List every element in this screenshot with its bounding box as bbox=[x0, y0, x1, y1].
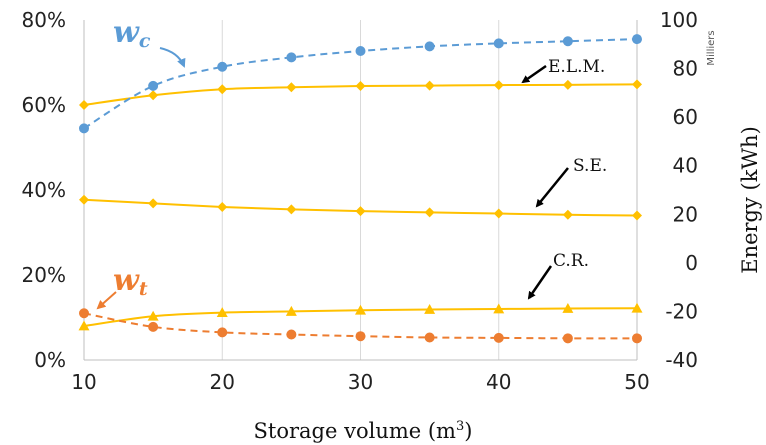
data-point bbox=[148, 321, 159, 332]
data-point bbox=[493, 208, 504, 219]
right-axis-unit-note: Milliers bbox=[706, 30, 717, 65]
x-tick-label: 20 bbox=[210, 370, 235, 394]
right-y-tick-label: -40 bbox=[665, 348, 698, 372]
data-point bbox=[562, 303, 574, 313]
data-point bbox=[286, 82, 297, 93]
data-point bbox=[286, 329, 297, 340]
data-point bbox=[148, 198, 159, 209]
left-y-tick-label: 60% bbox=[22, 93, 66, 117]
wt-arrow bbox=[96, 291, 117, 310]
se-annotation: S.E. bbox=[573, 156, 607, 176]
x-axis-title: Storage volume (m3) bbox=[254, 419, 473, 443]
data-point bbox=[493, 80, 504, 91]
data-point bbox=[424, 207, 435, 218]
data-point bbox=[355, 331, 366, 342]
x-tick-label: 30 bbox=[348, 370, 373, 394]
data-point bbox=[493, 38, 504, 49]
svg-text:wt: wt bbox=[113, 263, 148, 300]
data-point bbox=[216, 307, 228, 318]
data-point bbox=[424, 41, 435, 52]
tick-labels: 10 20 30 40 50 0% 20% 40% 60% 80% -40 -20 0 20 40 60 80 1… bbox=[22, 8, 698, 394]
data-point bbox=[148, 80, 159, 91]
data-point bbox=[79, 194, 89, 205]
x-tick-label: 40 bbox=[486, 370, 511, 394]
svg-text:wc: wc bbox=[113, 15, 151, 52]
left-y-tick-label: 0% bbox=[34, 348, 66, 372]
x-tick-label: 10 bbox=[71, 370, 96, 394]
wt-label: wt bbox=[113, 263, 148, 300]
left-y-tick-label: 20% bbox=[22, 263, 66, 287]
data-point bbox=[147, 310, 159, 321]
data-point bbox=[217, 327, 228, 338]
data-point bbox=[562, 36, 573, 47]
data-point bbox=[79, 308, 89, 319]
data-point bbox=[424, 303, 436, 314]
cr-arrow bbox=[527, 265, 553, 300]
right-y-tick-label: 60 bbox=[673, 105, 698, 129]
right-y-tick-label: -20 bbox=[665, 299, 698, 323]
left-y-tick-label: 40% bbox=[22, 178, 66, 202]
data-point bbox=[632, 333, 642, 344]
data-point bbox=[286, 52, 297, 63]
data-point bbox=[286, 204, 297, 215]
data-point bbox=[355, 46, 366, 57]
se-arrow bbox=[535, 167, 569, 208]
elm-annotation: E.L.M. bbox=[548, 57, 605, 77]
series-layer bbox=[78, 34, 643, 344]
wc-arrow bbox=[159, 47, 186, 68]
wc-label: wc bbox=[113, 15, 151, 52]
data-point bbox=[217, 61, 228, 72]
right-axis-title: Energy (kWh) bbox=[738, 126, 762, 274]
data-point bbox=[632, 210, 642, 221]
data-point bbox=[631, 302, 643, 313]
data-point bbox=[493, 303, 505, 314]
data-point bbox=[632, 34, 642, 45]
data-point bbox=[217, 84, 228, 95]
data-point bbox=[79, 123, 89, 134]
right-y-tick-label: 100 bbox=[660, 8, 698, 32]
data-point bbox=[355, 304, 366, 315]
right-y-tick-label: 80 bbox=[673, 57, 698, 81]
data-point bbox=[424, 80, 435, 91]
data-point bbox=[148, 90, 159, 101]
left-y-tick-label: 80% bbox=[22, 8, 66, 32]
data-point bbox=[285, 305, 297, 316]
data-point bbox=[562, 209, 573, 220]
data-point bbox=[355, 206, 366, 217]
x-tick-label: 50 bbox=[624, 370, 649, 394]
data-point bbox=[562, 333, 573, 344]
data-point bbox=[562, 79, 573, 90]
data-point bbox=[355, 81, 366, 92]
data-point bbox=[78, 320, 90, 331]
right-y-tick-label: 20 bbox=[673, 202, 698, 226]
data-point bbox=[632, 79, 642, 90]
data-point bbox=[424, 332, 435, 343]
right-y-tick-label: 40 bbox=[673, 154, 698, 178]
cr-annotation: C.R. bbox=[553, 251, 589, 271]
data-point bbox=[79, 100, 89, 110]
data-point bbox=[493, 332, 504, 343]
right-y-tick-label: 0 bbox=[685, 251, 698, 275]
data-point bbox=[217, 202, 228, 212]
elm-arrow bbox=[521, 64, 547, 84]
